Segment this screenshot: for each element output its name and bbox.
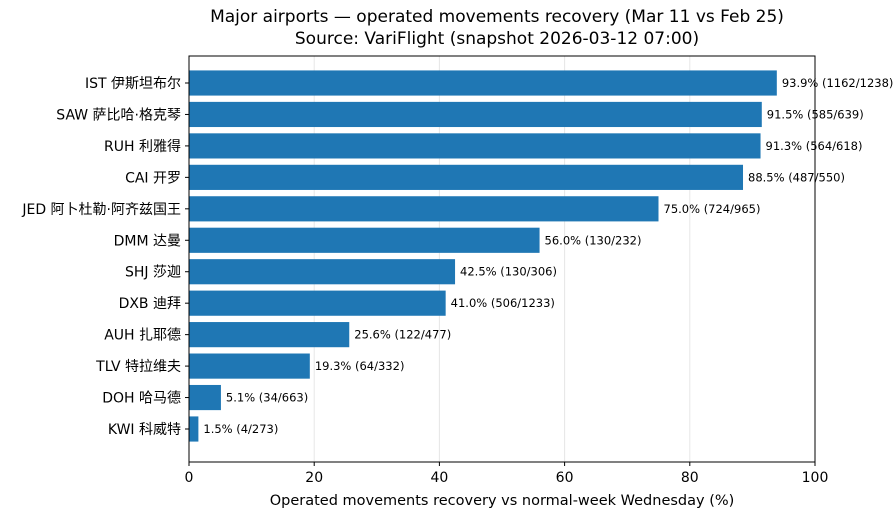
bar-value-label: 5.1% (34/663)	[226, 391, 308, 405]
bar	[189, 259, 456, 285]
bar-value-label: 88.5% (487/550)	[748, 170, 845, 184]
bar	[189, 290, 446, 316]
x-tick-label: 20	[305, 470, 323, 486]
bars: 93.9% (1162/1238)91.5% (585/639)91.3% (5…	[189, 70, 894, 442]
bar-value-label: 1.5% (4/273)	[203, 422, 278, 436]
bar-value-label: 41.0% (506/1233)	[451, 296, 555, 310]
category-label: TLV 特拉维夫	[95, 359, 181, 375]
bar	[189, 384, 221, 411]
x-axis-title: Operated movements recovery vs normal-we…	[270, 493, 735, 509]
category-label: SAW 萨比哈·格克琴	[56, 107, 181, 123]
x-tick-label: 100	[802, 470, 829, 486]
x-tick-label: 80	[681, 470, 699, 486]
category-label: DMM 达曼	[114, 233, 181, 249]
x-tick-label: 0	[185, 470, 194, 486]
category-label: RUH 利雅得	[104, 138, 181, 155]
bar	[189, 196, 659, 222]
bar	[189, 227, 540, 253]
bar	[189, 164, 744, 190]
category-label: SHJ 莎迦	[125, 265, 181, 281]
plot-frame	[188, 55, 816, 463]
bar-value-label: 91.3% (564/618)	[766, 139, 863, 153]
bar-value-label: 56.0% (130/232)	[545, 233, 642, 247]
category-label: IST 伊斯坦布尔	[85, 76, 181, 92]
y-axis-ticks: IST 伊斯坦布尔 SAW 萨比哈·格克琴 RUH 利雅得 CAI 开罗 JED 阿卜杜…	[21, 76, 189, 438]
bar-value-label: 75.0% (724/965)	[664, 202, 761, 216]
bar	[189, 353, 310, 379]
category-label: CAI 开罗	[125, 170, 181, 186]
bar-value-label: 25.6% (122/477)	[354, 328, 451, 342]
x-axis-ticks: 0 20 40 60 80 100	[185, 462, 829, 486]
bar-value-label: 93.9% (1162/1238)	[782, 76, 894, 90]
category-label: DXB 迪拜	[119, 296, 181, 312]
category-label: DOH 哈马德	[102, 391, 181, 407]
x-tick-label: 60	[556, 470, 574, 486]
category-label: JED 阿卜杜勒·阿齐兹国王	[21, 202, 181, 218]
bar	[189, 322, 350, 348]
bar	[189, 416, 199, 442]
bar	[189, 101, 762, 128]
bar-value-label: 42.5% (130/306)	[460, 265, 557, 279]
x-tick-label: 40	[430, 470, 448, 486]
bar-value-label: 19.3% (64/332)	[315, 359, 405, 373]
chart-subtitle: Source: VariFlight (snapshot 2026-03-12 …	[295, 29, 699, 49]
bar	[189, 70, 777, 96]
category-label: KWI 科威特	[108, 422, 181, 438]
chart-title: Major airports — operated movements reco…	[210, 7, 784, 27]
category-label: AUH 扎耶德	[104, 328, 181, 344]
bar	[189, 133, 761, 159]
